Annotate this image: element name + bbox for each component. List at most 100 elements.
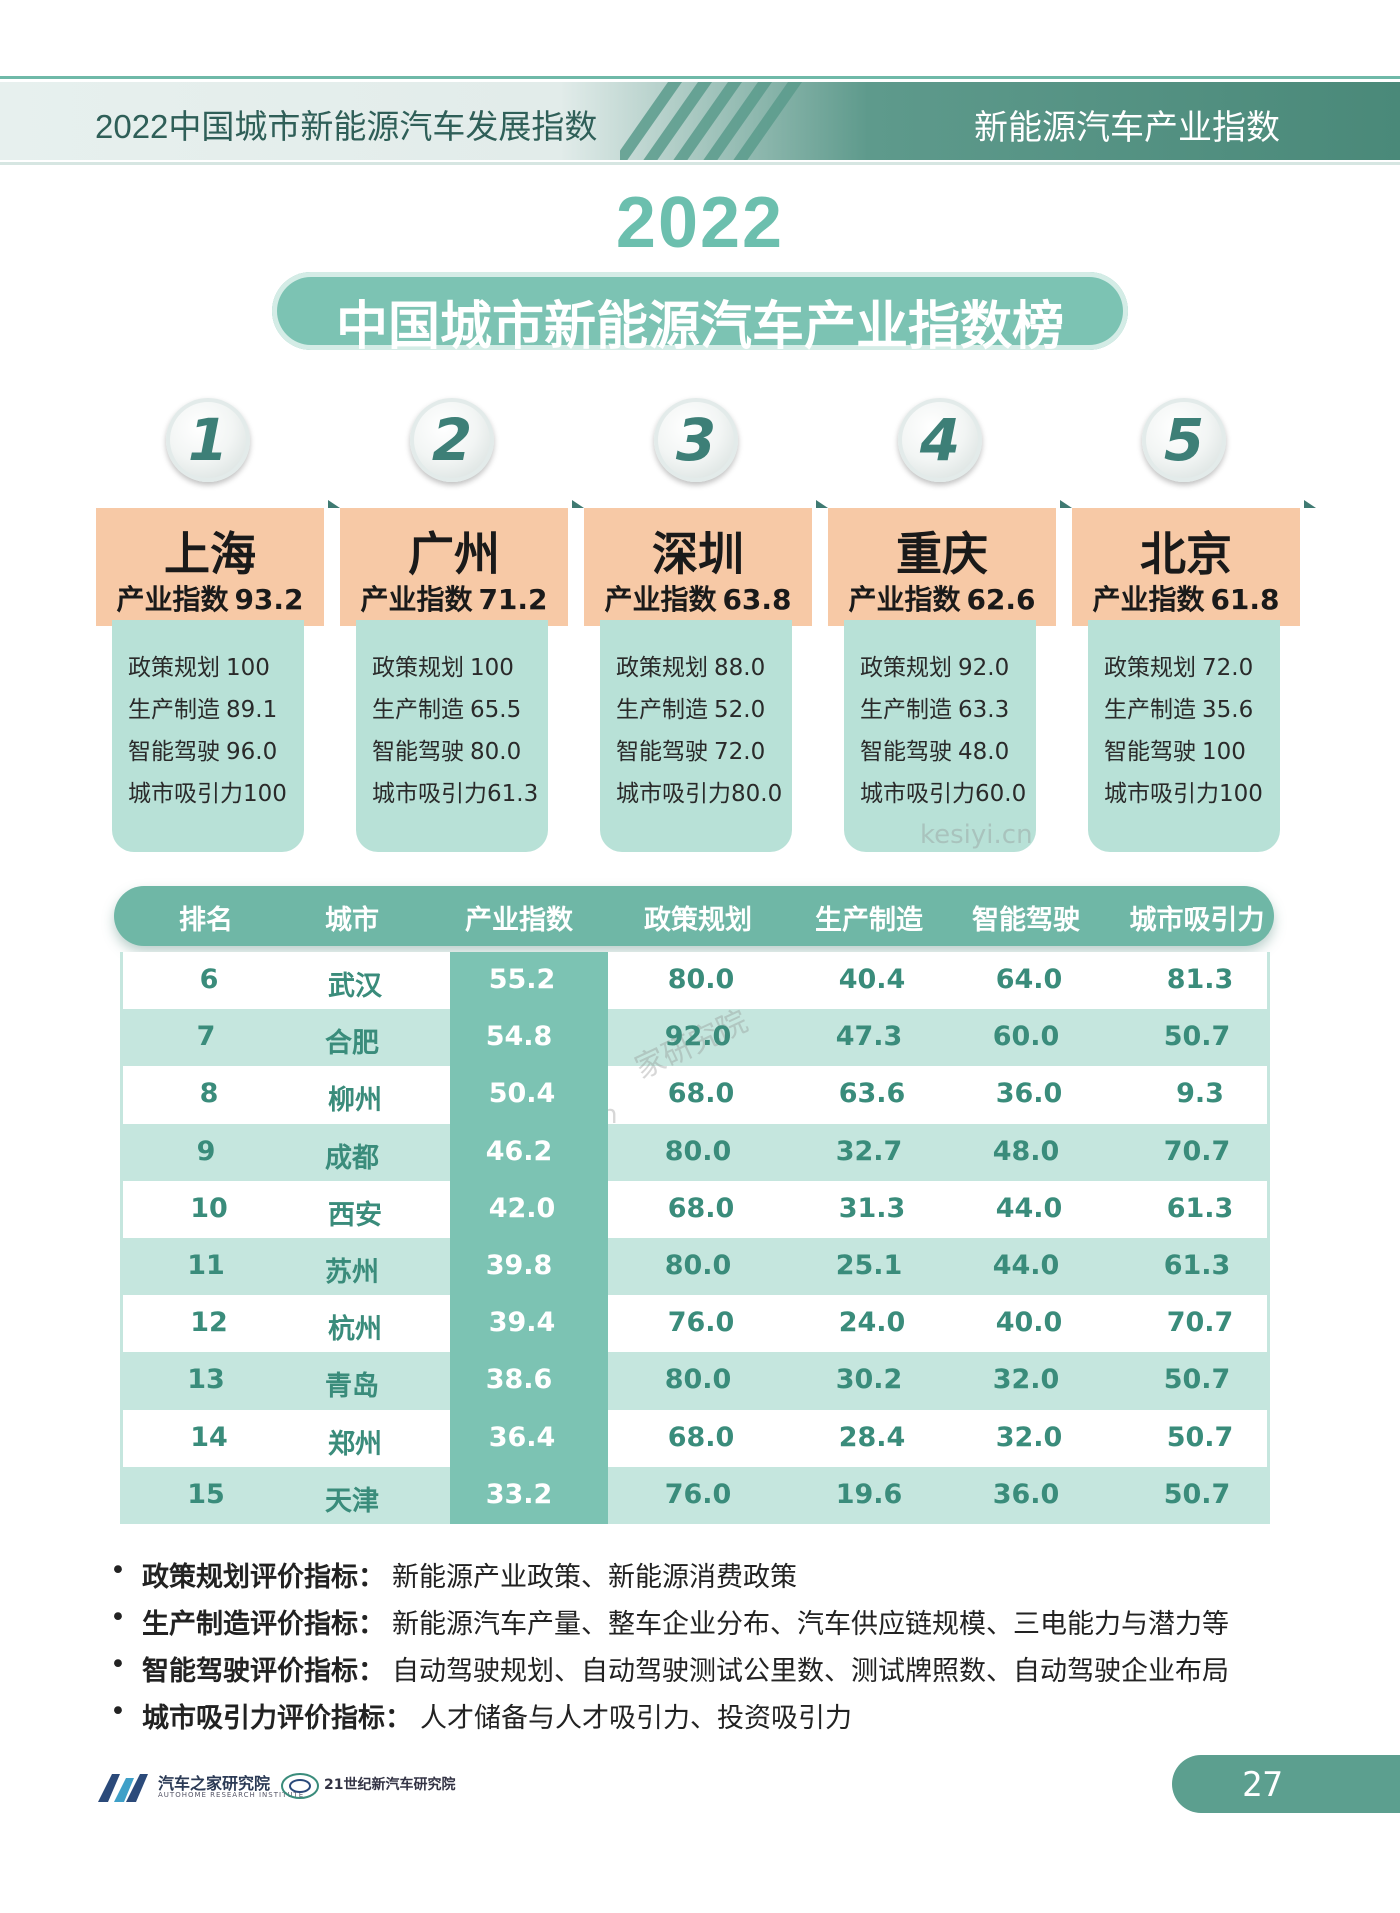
city-header: 深圳 产业指数 63.8 bbox=[584, 508, 812, 626]
score-row-driving: 智能驾驶 48.0 bbox=[860, 732, 1040, 766]
score-details: 政策规划 92.0 生产制造 63.3 智能驾驶 48.0 城市吸引力60.0 bbox=[844, 620, 1036, 852]
index-label: 产业指数 bbox=[848, 583, 961, 616]
score-row-policy: 政策规划 92.0 bbox=[860, 648, 1040, 682]
score-value: 100 bbox=[243, 781, 287, 807]
21st-century-logo-icon bbox=[281, 1773, 319, 1799]
cell-index: 33.2 bbox=[485, 1478, 553, 1510]
cell-manufacturing: 63.6 bbox=[838, 1078, 906, 1110]
rank-medal-icon: 2 bbox=[410, 398, 494, 482]
score-label: 城市吸引力 bbox=[1104, 781, 1219, 807]
score-label: 政策规划 bbox=[860, 655, 952, 681]
note-text: 人才储备与人才吸引力、投资吸引力 bbox=[420, 1703, 852, 1734]
cell-attraction: 9.3 bbox=[1176, 1078, 1224, 1110]
score-label: 政策规划 bbox=[1104, 655, 1196, 681]
cell-city: 合肥 bbox=[325, 1028, 379, 1060]
cell-city: 郑州 bbox=[328, 1428, 382, 1460]
cell-policy: 80.0 bbox=[664, 1364, 732, 1396]
cell-driving: 48.0 bbox=[992, 1135, 1060, 1167]
cell-attraction: 50.7 bbox=[1163, 1021, 1231, 1053]
cell-driving: 60.0 bbox=[992, 1021, 1060, 1053]
index-column-highlight bbox=[450, 952, 608, 1524]
score-label: 城市吸引力 bbox=[372, 781, 487, 807]
cell-index: 39.4 bbox=[488, 1307, 556, 1339]
cell-attraction: 61.3 bbox=[1163, 1249, 1231, 1281]
cell-driving: 36.0 bbox=[995, 1078, 1063, 1110]
score-value: 100 bbox=[1219, 781, 1263, 807]
city-name: 广州 bbox=[408, 527, 500, 581]
cell-policy: 80.0 bbox=[667, 964, 735, 995]
cell-rank: 11 bbox=[187, 1249, 225, 1281]
ribbon-fold bbox=[572, 500, 584, 508]
cell-manufacturing: 40.4 bbox=[838, 964, 906, 995]
score-value: 60.0 bbox=[975, 781, 1027, 807]
th-rank: 排名 bbox=[179, 905, 233, 936]
cell-attraction: 50.7 bbox=[1163, 1364, 1231, 1396]
page-title: 中国城市新能源汽车产业指数榜 bbox=[335, 297, 1064, 357]
cell-driving: 36.0 bbox=[992, 1478, 1060, 1510]
score-value: 80.0 bbox=[470, 739, 522, 765]
ribbon-fold bbox=[1304, 500, 1316, 508]
score-row-attraction: 城市吸引力60.0 bbox=[860, 774, 1040, 808]
city-index: 产业指数 62.6 bbox=[828, 578, 1056, 618]
cell-index: 54.8 bbox=[485, 1021, 553, 1053]
city-name: 北京 bbox=[1140, 527, 1232, 581]
cell-manufacturing: 30.2 bbox=[835, 1364, 903, 1396]
score-label: 生产制造 bbox=[372, 697, 464, 723]
city-name: 重庆 bbox=[896, 527, 988, 581]
index-label: 产业指数 bbox=[604, 583, 717, 616]
ranking-table-header: 排名 城市 产业指数 政策规划 生产制造 智能驾驶 城市吸引力 bbox=[114, 886, 1274, 946]
section-title: 新能源汽车产业指数 bbox=[974, 108, 1280, 148]
cell-city: 青岛 bbox=[325, 1371, 379, 1403]
score-label: 智能驾驶 bbox=[616, 739, 708, 765]
score-value: 61.3 bbox=[487, 781, 539, 807]
score-value: 48.0 bbox=[958, 739, 1010, 765]
cell-rank: 7 bbox=[196, 1021, 216, 1053]
cell-city: 成都 bbox=[325, 1142, 379, 1174]
city-header: 上海 产业指数 93.2 bbox=[96, 508, 324, 626]
table-row: 10 西安 42.0 68.0 31.3 44.0 61.3 bbox=[120, 1180, 1270, 1238]
cell-driving: 44.0 bbox=[992, 1249, 1060, 1281]
score-details: 政策规划 72.0 生产制造 35.6 智能驾驶 100 城市吸引力100 bbox=[1088, 620, 1280, 852]
table-row: 13 青岛 38.6 80.0 30.2 32.0 50.7 bbox=[120, 1352, 1270, 1410]
rank-medal-icon: 3 bbox=[654, 398, 738, 482]
score-value: 100 bbox=[1202, 739, 1246, 765]
cell-manufacturing: 28.4 bbox=[838, 1421, 906, 1453]
score-row-policy: 政策规划 72.0 bbox=[1104, 648, 1284, 682]
ribbon-fold bbox=[1060, 500, 1072, 508]
city-header: 广州 产业指数 71.2 bbox=[340, 508, 568, 626]
ranking-table-body: 6 武汉 55.2 80.0 40.4 64.0 81.3 7 合肥 54.8 92.0 47.3 60… bbox=[120, 952, 1270, 1524]
index-value: 62.6 bbox=[966, 583, 1036, 616]
score-label: 政策规划 bbox=[372, 655, 464, 681]
city-index: 产业指数 93.2 bbox=[96, 578, 324, 618]
score-value: 80.0 bbox=[731, 781, 783, 807]
note-text: 自动驾驶规划、自动驾驶测试公里数、测试牌照数、自动驾驶企业布局 bbox=[392, 1656, 1229, 1687]
score-row-attraction: 城市吸引力61.3 bbox=[372, 774, 552, 808]
score-value: 100 bbox=[226, 655, 270, 681]
cell-policy: 76.0 bbox=[667, 1307, 735, 1339]
report-title: 2022中国城市新能源汽车发展指数 bbox=[95, 108, 598, 145]
cell-rank: 15 bbox=[187, 1478, 225, 1510]
watermark: kesiyi.cn bbox=[920, 820, 1033, 850]
page-number: 27 bbox=[1242, 1765, 1283, 1805]
table-row: 14 郑州 36.4 68.0 28.4 32.0 50.7 bbox=[120, 1409, 1270, 1467]
score-row-attraction: 城市吸引力100 bbox=[128, 774, 308, 808]
table-row: 9 成都 46.2 80.0 32.7 48.0 70.7 bbox=[120, 1123, 1270, 1181]
score-value: 92.0 bbox=[958, 655, 1010, 681]
rank-number: 5 bbox=[1163, 406, 1205, 474]
bullet-icon: • bbox=[110, 1555, 126, 1586]
cell-rank: 10 bbox=[190, 1192, 228, 1224]
score-row-manufacturing: 生产制造 89.1 bbox=[128, 690, 308, 724]
score-value: 100 bbox=[470, 655, 514, 681]
cell-attraction: 50.7 bbox=[1166, 1421, 1234, 1453]
score-label: 生产制造 bbox=[128, 697, 220, 723]
footer-org1: 汽车之家研究院 bbox=[158, 1774, 271, 1793]
table-row: 7 合肥 54.8 92.0 47.3 60.0 50.7 bbox=[120, 1009, 1270, 1067]
cell-city: 武汉 bbox=[328, 971, 382, 1002]
ribbon-fold bbox=[328, 500, 340, 508]
page-number-badge: 27 bbox=[1172, 1755, 1400, 1813]
th-city: 城市 bbox=[325, 905, 379, 936]
index-value: 61.8 bbox=[1210, 583, 1280, 616]
score-row-policy: 政策规划 88.0 bbox=[616, 648, 796, 682]
index-label: 产业指数 bbox=[360, 583, 473, 616]
autohome-logo-icon bbox=[98, 1774, 148, 1802]
